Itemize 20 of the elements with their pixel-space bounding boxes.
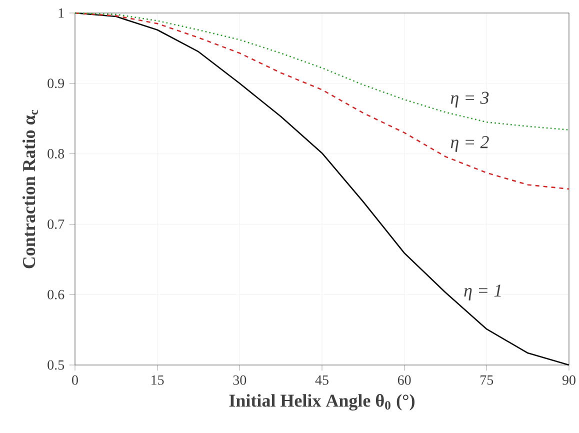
x-tick-label: 0	[72, 375, 78, 385]
y-tick-label: 0.9	[48, 78, 64, 88]
x-tick-label: 15	[152, 375, 164, 385]
y-tick-label: 0.8	[48, 149, 64, 159]
series-label: η = 3	[450, 92, 489, 108]
series-label: η = 2	[450, 136, 489, 152]
x-tick-label: 90	[562, 375, 576, 385]
y-tick-label: 0.5	[48, 360, 64, 370]
series-label: η = 1	[464, 284, 501, 300]
x-tick-label: 60	[398, 375, 411, 385]
line-series	[74, 12, 570, 190]
y-tick-label: 0.6	[48, 290, 64, 300]
y-tick-label: 1	[58, 8, 64, 18]
x-axis-title: Initial Helix Angle θ$_{0}$ (°)	[229, 394, 414, 411]
y-axis-title: Contraction Ratio α$_{c}$	[22, 110, 38, 268]
x-tick-label: 75	[480, 375, 494, 385]
y-tick-label: 0.7	[48, 219, 64, 229]
x-tick-label: 30	[233, 375, 246, 385]
line-series	[74, 12, 570, 131]
x-tick-label: 45	[315, 375, 328, 385]
